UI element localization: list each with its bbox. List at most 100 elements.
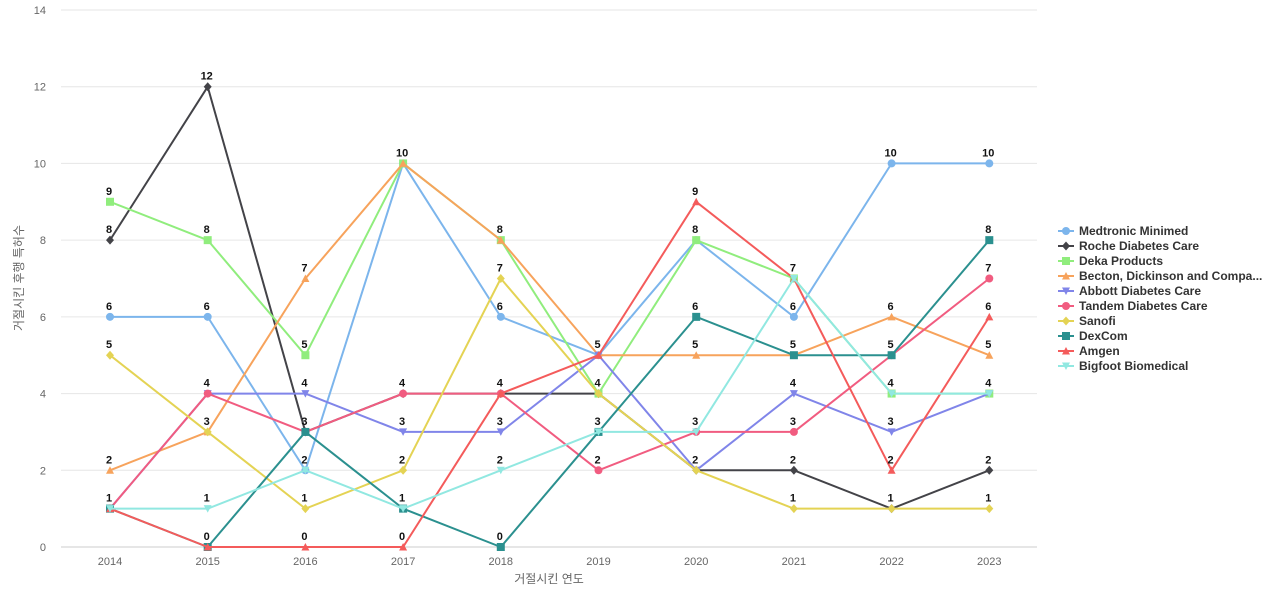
data-label: 2 [106,454,112,466]
data-point [789,504,798,514]
data-label: 1 [888,493,894,505]
legend-label: Amgen [1079,344,1120,358]
data-label: 2 [399,454,405,466]
data-point [985,274,994,283]
data-point [789,312,798,321]
legend-label: Deka Products [1079,254,1163,268]
data-label: 4 [790,378,797,390]
series-line [109,277,990,510]
data-label: 7 [301,263,307,275]
data-point [203,312,212,321]
series-line [109,354,990,510]
data-label: 6 [106,301,112,313]
data-label: 10 [884,147,896,159]
data-label: 8 [692,224,698,236]
data-label: 4 [594,378,601,390]
data-point [887,312,896,321]
data-label: 3 [594,416,600,428]
legend-item[interactable]: Sanofi [1058,314,1116,328]
data-point [887,466,896,474]
data-label: 2 [692,454,698,466]
legend-marker [1062,332,1070,340]
legend-label: Bigfoot Biomedical [1079,359,1188,373]
legend-item[interactable]: Bigfoot Biomedical [1058,359,1188,373]
legend-item[interactable]: Medtronic Minimed [1058,224,1188,238]
data-point [887,428,896,436]
data-label: 7 [790,263,796,275]
data-point [496,389,505,398]
data-point [594,389,603,399]
data-point [496,312,505,321]
data-point [399,505,408,513]
data-label: 4 [888,378,895,390]
data-point [887,390,896,398]
data-label: 7 [985,263,991,275]
data-point [789,465,798,475]
data-label: 1 [204,493,210,505]
data-label: 9 [106,186,112,198]
data-point [106,197,114,206]
legend-item[interactable]: Tandem Diabetes Care [1058,299,1208,313]
data-label: 1 [790,493,796,505]
data-point [301,274,310,282]
series-group [106,275,994,513]
data-point [203,427,212,437]
legend-label: Medtronic Minimed [1079,224,1188,238]
data-label: 1 [106,493,112,505]
data-label: 2 [790,454,796,466]
data-point [301,543,310,551]
legend-item[interactable]: DexCom [1058,329,1128,343]
series-line [109,277,990,510]
y-tick-label: 4 [40,389,46,401]
data-label: 4 [204,378,211,390]
y-tick-label: 12 [34,82,46,94]
data-point [789,351,798,360]
data-label: 5 [888,339,894,351]
x-tick-label: 2020 [684,556,708,568]
data-label: 3 [790,416,796,428]
data-point [887,351,896,360]
y-tick-label: 6 [40,312,46,324]
data-point [692,236,701,245]
data-point [399,428,408,436]
data-label: 2 [888,454,894,466]
y-axis-title: 거절시킨 후행 특허수 [11,225,26,331]
data-point [496,274,505,283]
data-point [203,236,212,245]
data-label: 5 [106,339,112,351]
legend-item[interactable]: Becton, Dickinson and Compa... [1058,269,1262,283]
x-tick-label: 2019 [586,556,610,568]
data-label: 0 [301,531,307,543]
series-layer [106,82,994,551]
data-point [985,390,994,398]
x-tick-label: 2023 [977,556,1001,568]
legend-marker [1062,227,1070,235]
data-label: 5 [790,339,796,351]
legend-item[interactable]: Roche Diabetes Care [1058,239,1199,253]
legend-item[interactable]: Deka Products [1058,254,1163,268]
x-tick-label: 2022 [879,556,903,568]
data-point [985,236,994,245]
data-label: 2 [301,454,307,466]
data-point [692,197,701,206]
data-point [887,504,896,514]
data-point [106,312,114,321]
x-tick-label: 2015 [195,556,219,568]
data-label: 8 [497,224,503,236]
data-label: 4 [399,378,406,390]
data-point [985,504,994,514]
x-tick-label: 2021 [782,556,806,568]
data-point [203,82,212,92]
legend-item[interactable]: Abbott Diabetes Care [1058,284,1201,298]
data-label: 5 [594,339,600,351]
data-point [301,466,310,475]
data-label: 8 [204,224,210,236]
series-group [106,274,994,514]
x-tick-label: 2014 [98,556,122,568]
legend-item[interactable]: Amgen [1058,344,1120,358]
x-tick-label: 2018 [489,556,513,568]
data-point [789,275,798,283]
